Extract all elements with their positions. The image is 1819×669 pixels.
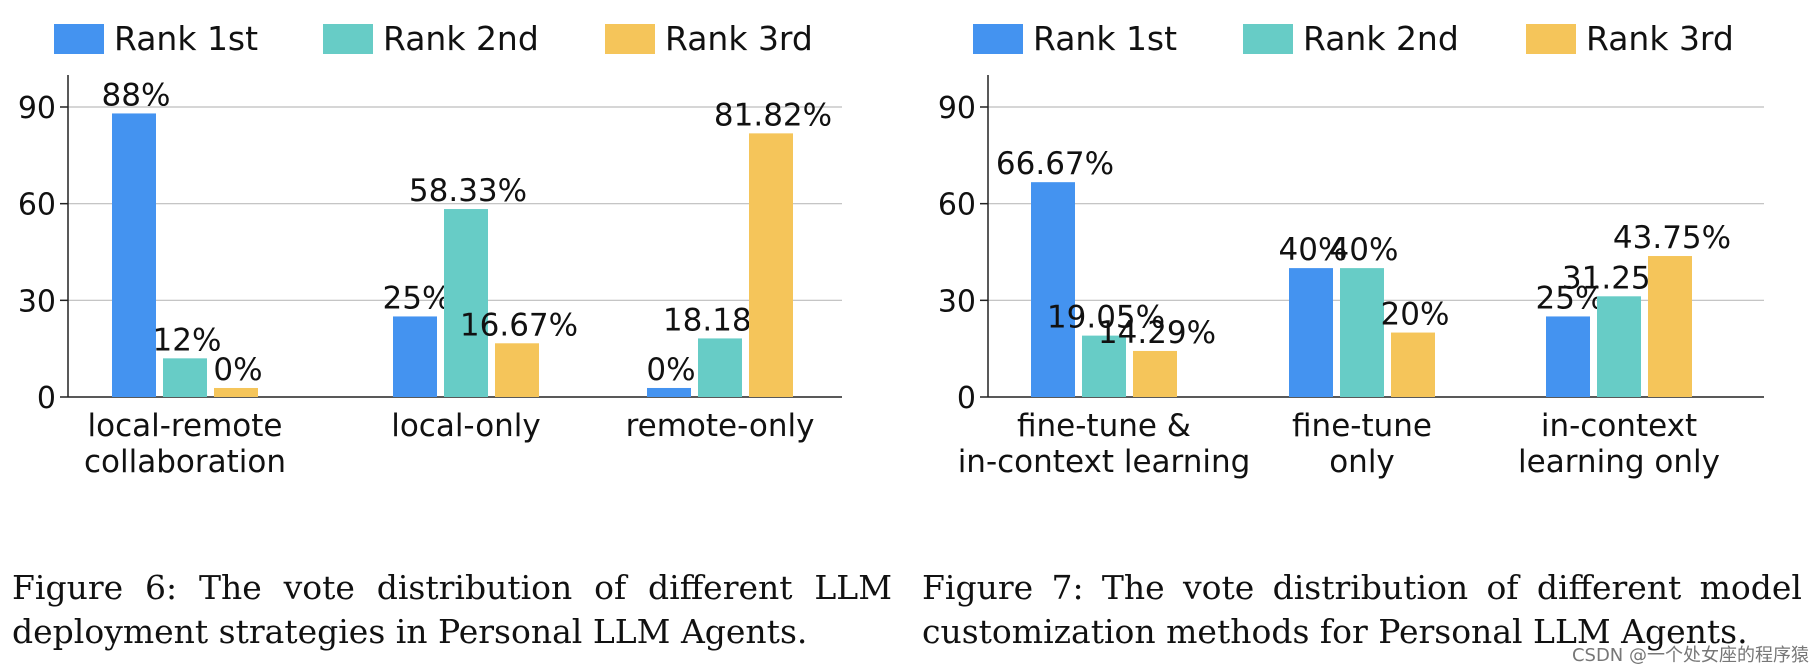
chart2-category-label: in-context learning	[958, 444, 1251, 480]
chart2-bar-3-2	[1391, 332, 1435, 397]
chart1-bar-1-1	[112, 113, 156, 397]
chart1-bar-3-1	[214, 387, 258, 397]
chart2-category-label: learning only	[1518, 444, 1720, 480]
chart2-bar-2-1	[1082, 335, 1126, 397]
figure-7-caption: Figure 7: The vote distribution of diffe…	[922, 568, 1802, 651]
chart1-data-label: 81.82%	[714, 97, 832, 133]
chart1-ytick-label: 90	[18, 91, 56, 126]
chart2-legend-swatch-1	[973, 24, 1023, 54]
chart2-bar-1-2	[1289, 268, 1333, 397]
chart1-bar-1-2	[393, 316, 437, 397]
watermark: CSDN @一个处女座的程序猿	[1571, 645, 1809, 666]
chart2-data-label: 40%	[1279, 232, 1348, 268]
chart2-category-label: fine-tune &	[1017, 408, 1191, 444]
chart1-category-label: remote-only	[626, 408, 815, 444]
chart2-bar-2-2	[1340, 268, 1384, 397]
chart1-legend-swatch-1	[54, 24, 104, 54]
chart2-bar-1-1	[1031, 182, 1075, 397]
chart1-bar-3-2	[495, 343, 539, 397]
chart2-legend-swatch-2	[1243, 24, 1293, 54]
chart1-bar-2-1	[163, 358, 207, 397]
chart1-category-label: local-only	[391, 408, 541, 444]
chart1-legend-label-1: Rank 1st	[114, 19, 258, 58]
chart1-category-label: local-remote	[88, 408, 283, 444]
chart2-bar-2-3	[1597, 296, 1641, 397]
chart1-bar-1-3	[647, 387, 691, 397]
chart1-legend-label-3: Rank 3rd	[665, 19, 813, 58]
chart1-data-label: 58.33%	[409, 173, 527, 209]
chart2-data-label: 43.75%	[1613, 220, 1731, 256]
chart1-bar-2-3	[698, 338, 742, 397]
chart2-data-label: 20%	[1381, 297, 1450, 333]
chart1-data-label: 25%	[383, 280, 452, 316]
chart2-legend-swatch-3	[1526, 24, 1576, 54]
chart2-data-label: 19.05%	[1047, 300, 1165, 336]
chart1-legend-label-2: Rank 2nd	[383, 19, 539, 58]
figure-6-caption: Figure 6: The vote distribution of diffe…	[12, 568, 892, 651]
chart1-legend-swatch-3	[605, 24, 655, 54]
chart2-bar-3-1	[1133, 350, 1177, 397]
chart2-ytick-label: 30	[938, 284, 976, 319]
chart1-data-label: 16.67%	[460, 307, 578, 343]
chart1-bar-3-3	[749, 133, 793, 397]
chart1-bar-2-2	[444, 209, 488, 397]
chart2-legend-label-1: Rank 1st	[1033, 19, 1177, 58]
chart2-legend-label-3: Rank 3rd	[1586, 19, 1734, 58]
chart2-data-label: 14.29%	[1098, 315, 1216, 351]
chart2-data-label: 25%	[1536, 280, 1605, 316]
chart1-ytick-label: 30	[18, 284, 56, 319]
chart2-ytick-label: 0	[957, 381, 976, 416]
chart1-data-label: 88%	[102, 77, 171, 113]
chart2-bar-1-3	[1546, 316, 1590, 397]
chart2-category-label: in-context	[1541, 408, 1697, 444]
chart2-category-label: only	[1329, 444, 1395, 480]
chart2-ytick-label: 90	[938, 91, 976, 126]
chart1-data-label: 12%	[153, 322, 222, 358]
chart2-data-label: 66.67%	[996, 146, 1114, 182]
chart2-legend-label-2: Rank 2nd	[1303, 19, 1459, 58]
chart1-ytick-label: 60	[18, 188, 56, 223]
chart1-data-label: 0%	[213, 352, 262, 388]
chart1-data-label: 0%	[646, 352, 695, 388]
chart2-ytick-label: 60	[938, 188, 976, 223]
chart2-data-label: 40%	[1330, 232, 1399, 268]
chart2-bar-3-3	[1648, 256, 1692, 397]
chart2-category-label: fine-tune	[1292, 408, 1432, 444]
chart1-legend-swatch-2	[323, 24, 373, 54]
chart1-ytick-label: 0	[37, 381, 56, 416]
chart1-category-label: collaboration	[84, 444, 286, 480]
